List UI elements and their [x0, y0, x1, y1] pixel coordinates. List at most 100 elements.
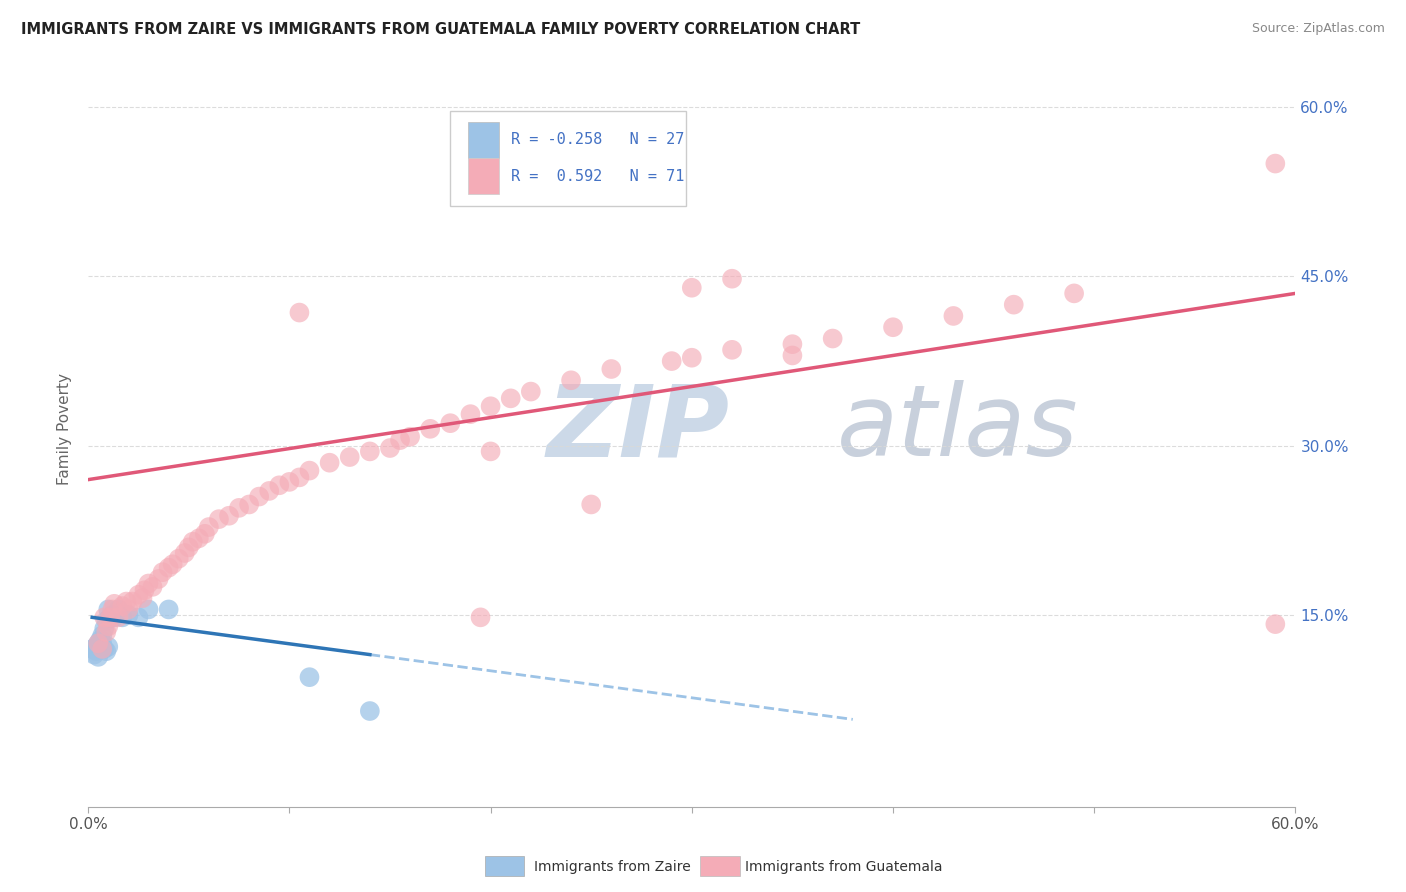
Point: [84, 644, 107, 658]
Point: [121, 594, 143, 608]
Point: [1264, 617, 1286, 632]
Point: [167, 551, 190, 566]
Point: [134, 583, 156, 598]
Point: [117, 602, 139, 616]
Point: [93, 610, 115, 624]
Point: [228, 500, 250, 515]
Text: R = -0.258   N = 27: R = -0.258 N = 27: [510, 132, 685, 147]
Point: [141, 580, 163, 594]
Point: [470, 610, 492, 624]
Point: [173, 546, 195, 560]
Point: [339, 450, 361, 464]
FancyBboxPatch shape: [468, 122, 499, 158]
Point: [399, 430, 422, 444]
Point: [942, 309, 965, 323]
Point: [1264, 156, 1286, 170]
Point: [148, 572, 170, 586]
Point: [661, 354, 683, 368]
Point: [782, 348, 804, 362]
Point: [138, 602, 160, 616]
Point: [101, 602, 124, 616]
Point: [579, 498, 602, 512]
Point: [87, 636, 110, 650]
Point: [97, 602, 120, 616]
Point: [318, 456, 340, 470]
FancyBboxPatch shape: [468, 158, 499, 194]
Point: [479, 399, 502, 413]
Point: [359, 444, 381, 458]
Point: [378, 441, 401, 455]
Point: [288, 305, 311, 319]
Point: [298, 464, 321, 478]
Point: [177, 541, 200, 555]
Point: [107, 610, 129, 624]
Point: [1002, 298, 1025, 312]
Point: [269, 478, 291, 492]
Point: [111, 610, 134, 624]
Point: [157, 560, 180, 574]
Point: [103, 610, 125, 624]
Point: [97, 640, 120, 654]
Point: [882, 320, 904, 334]
Point: [499, 392, 522, 406]
Point: [131, 591, 153, 606]
Point: [520, 384, 543, 399]
Point: [288, 470, 311, 484]
Point: [721, 343, 744, 357]
Point: [157, 602, 180, 616]
Point: [127, 610, 149, 624]
Text: ZIP: ZIP: [547, 380, 730, 477]
Point: [83, 648, 105, 662]
Point: [247, 490, 270, 504]
Point: [479, 444, 502, 458]
Point: [1063, 286, 1085, 301]
Point: [187, 532, 209, 546]
Point: [194, 526, 217, 541]
Point: [181, 534, 204, 549]
Text: Immigrants from Guatemala: Immigrants from Guatemala: [745, 860, 942, 874]
Point: [107, 602, 129, 616]
Point: [84, 640, 107, 654]
Point: [98, 610, 121, 624]
Text: Source: ZipAtlas.com: Source: ZipAtlas.com: [1251, 22, 1385, 36]
Point: [560, 373, 582, 387]
Point: [115, 594, 138, 608]
Point: [101, 608, 124, 623]
Point: [600, 362, 623, 376]
Point: [152, 565, 174, 579]
Point: [87, 636, 110, 650]
Point: [439, 416, 461, 430]
Text: Immigrants from Zaire: Immigrants from Zaire: [534, 860, 690, 874]
Point: [117, 608, 139, 623]
Point: [111, 599, 134, 613]
Point: [96, 625, 118, 640]
Point: [91, 642, 114, 657]
Point: [91, 636, 114, 650]
Point: [162, 558, 184, 572]
Point: [87, 649, 110, 664]
Text: R =  0.592   N = 71: R = 0.592 N = 71: [510, 169, 685, 184]
Point: [89, 642, 111, 657]
Point: [93, 622, 115, 636]
Point: [127, 588, 149, 602]
Text: atlas: atlas: [837, 380, 1078, 477]
Point: [359, 704, 381, 718]
Y-axis label: Family Poverty: Family Poverty: [58, 373, 72, 485]
Point: [821, 332, 844, 346]
Point: [218, 508, 240, 523]
Point: [782, 337, 804, 351]
Point: [460, 407, 482, 421]
Point: [389, 433, 412, 447]
Point: [91, 628, 114, 642]
Point: [298, 670, 321, 684]
Point: [96, 614, 118, 628]
Point: [681, 281, 703, 295]
Point: [93, 642, 115, 657]
Point: [198, 520, 221, 534]
FancyBboxPatch shape: [450, 112, 686, 206]
Point: [138, 576, 160, 591]
Text: IMMIGRANTS FROM ZAIRE VS IMMIGRANTS FROM GUATEMALA FAMILY POVERTY CORRELATION CH: IMMIGRANTS FROM ZAIRE VS IMMIGRANTS FROM…: [21, 22, 860, 37]
Point: [419, 422, 441, 436]
Point: [89, 632, 111, 647]
Point: [96, 644, 118, 658]
